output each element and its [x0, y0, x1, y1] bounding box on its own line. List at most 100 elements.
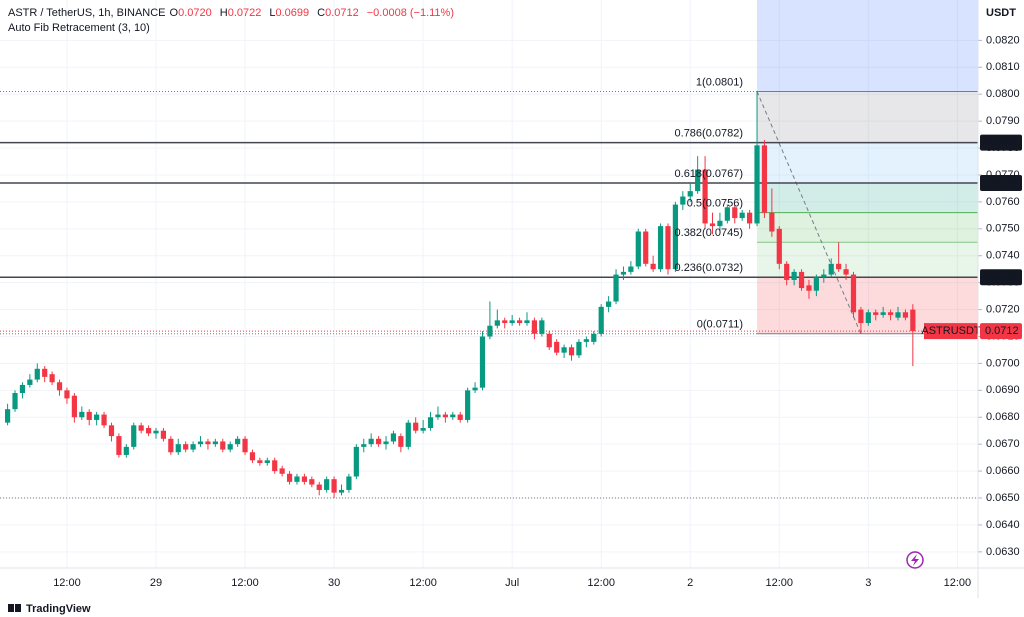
x-tick-label: 12:00: [409, 577, 437, 589]
y-tick-label: 0.0700: [986, 357, 1020, 369]
candle-body: [568, 347, 575, 356]
candle-body: [724, 207, 730, 221]
candle-body: [34, 368, 40, 380]
y-tick-label: 0.0660: [986, 465, 1020, 477]
candle-body: [672, 204, 678, 270]
candle-body: [27, 379, 33, 385]
candle-body: [383, 441, 389, 445]
candle-body: [19, 384, 26, 394]
fib-label: 0.618(0.0767): [675, 168, 744, 180]
candle-body: [131, 425, 137, 447]
candle-body: [279, 468, 285, 474]
candle-body: [554, 341, 560, 353]
y-tick-label: 0.0670: [986, 438, 1020, 450]
candle-body: [160, 430, 167, 439]
candle-body: [42, 368, 48, 377]
y-tick-label: 0.0810: [986, 61, 1020, 73]
candle-body: [220, 441, 226, 450]
indicator: Auto Fib Retracement (3, 10): [8, 22, 150, 34]
x-tick-label: Jul: [505, 577, 519, 589]
candle-body: [598, 306, 604, 334]
candle-body: [242, 438, 248, 453]
candle-body: [606, 301, 612, 307]
candle-body: [197, 441, 204, 445]
candle-body: [123, 446, 129, 455]
legend-key: O: [169, 7, 179, 19]
candle-body: [865, 312, 871, 324]
candle-body: [175, 444, 181, 453]
candle-body: [887, 312, 894, 315]
candle-body: [502, 320, 508, 324]
fib-trend: [756, 91, 862, 334]
candle-body: [353, 446, 359, 477]
x-tick-label: 12:00: [944, 577, 972, 589]
price-label-box: [980, 134, 1022, 151]
candle-body: [190, 444, 196, 450]
candle-body: [101, 414, 107, 426]
candle-body: [56, 382, 63, 391]
candle-body: [183, 444, 189, 450]
price-label: 0.0782: [985, 137, 1019, 149]
candle-body: [650, 263, 656, 270]
candle-body: [806, 285, 812, 291]
symbol: ASTR / TetherUS, 1h, BINANCE: [8, 7, 166, 19]
candle-body: [665, 226, 671, 270]
candle-body: [769, 212, 775, 232]
candle-body: [331, 479, 337, 493]
candle-body: [49, 374, 55, 383]
candle-body: [516, 320, 523, 324]
candle-body: [628, 266, 634, 272]
fib-label: 0.5(0.0756): [687, 198, 743, 210]
flash-icon: [906, 551, 924, 569]
candle-body: [524, 320, 530, 324]
candle-body: [843, 269, 849, 275]
candle-body: [264, 460, 270, 464]
candle-body: [531, 320, 538, 334]
candle-body: [309, 479, 315, 485]
price-label: 0.0732: [985, 271, 1019, 283]
candle-body: [168, 438, 174, 453]
candle-body: [858, 309, 864, 324]
candle-body: [487, 325, 493, 337]
candle-body: [717, 220, 723, 227]
candle-body: [71, 395, 77, 418]
candle-body: [576, 341, 582, 356]
fib-zone: [757, 91, 978, 143]
candle-body: [324, 479, 330, 490]
fib-zone: [757, 142, 978, 184]
candle-body: [902, 312, 909, 318]
candle-body: [880, 312, 886, 315]
candle-body: [583, 339, 589, 342]
candle-body: [747, 212, 753, 224]
candle-body: [709, 223, 716, 227]
legend-key: H: [219, 7, 228, 19]
candle-body: [212, 441, 218, 445]
y-tick-label: 0.0820: [986, 34, 1020, 46]
y-tick-label: 0.0650: [986, 492, 1020, 504]
candle-body: [94, 414, 100, 420]
symbol-label: ASTRUSDT: [921, 325, 981, 337]
candle-body: [398, 436, 404, 447]
candle-body: [732, 207, 738, 219]
candle-body: [227, 444, 233, 450]
x-tick-label: 3: [865, 577, 871, 589]
candle-body: [153, 430, 159, 434]
candle-body: [546, 333, 552, 348]
legend: ASTR / TetherUS, 1h, BINANCE O0.0720 H0.07…: [8, 6, 458, 36]
legend-key: C: [317, 7, 326, 19]
fib-label: 0.236(0.0732): [675, 262, 744, 274]
y-tick-label: 0.0790: [986, 115, 1020, 127]
candle-body: [361, 444, 367, 447]
y-tick-label: 0.0800: [986, 88, 1020, 100]
candle-body: [539, 320, 545, 334]
y-tick-label: 0.0720: [986, 303, 1020, 315]
candle-body: [138, 425, 144, 431]
candle-body: [494, 320, 500, 326]
candle-body: [64, 390, 70, 399]
y-tick-label: 0.0640: [986, 519, 1020, 531]
y-tick-label: 0.0630: [986, 546, 1020, 558]
candle-body: [687, 191, 693, 197]
candle-body: [472, 387, 478, 391]
candle-body: [798, 271, 805, 289]
